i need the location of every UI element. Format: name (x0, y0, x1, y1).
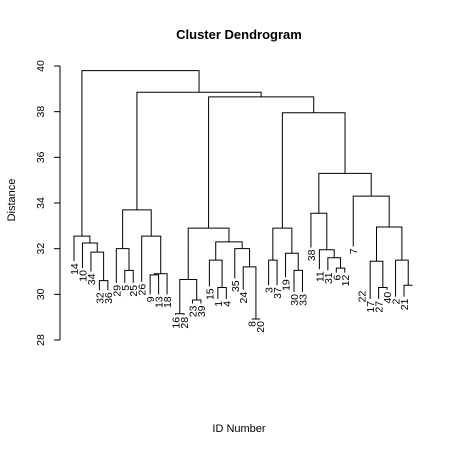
dendrogram-link (175, 313, 185, 315)
y-tick-label: 40 (35, 60, 47, 72)
dendrogram-link (234, 248, 251, 279)
dendrogram-link (153, 273, 168, 295)
leaf-label: 27 (374, 301, 386, 313)
dendrogram-link (81, 242, 98, 269)
leaf-label: 22 (357, 290, 369, 302)
dendrogram-link (369, 260, 384, 299)
dendrogram-link (208, 96, 315, 229)
dendrogram-link (352, 195, 390, 247)
y-tick-label: 38 (35, 106, 47, 118)
leaf-label: 8 (247, 321, 259, 327)
dendrogram-link (73, 235, 91, 262)
leaf-label: 31 (323, 272, 335, 284)
leaf-label: 40 (382, 292, 394, 304)
leaf-label: 38 (306, 249, 318, 261)
dendrogram-link (335, 267, 346, 273)
leaf-label: 35 (230, 280, 242, 292)
dendrogram-link (149, 274, 160, 295)
leaf-label: 25 (128, 285, 140, 297)
dendrogram-link (191, 299, 202, 304)
dendrogram-link (310, 212, 328, 250)
dendrogram-link (281, 112, 346, 229)
y-axis: 28 30 32 34 36 38 40 (35, 60, 61, 346)
leaf-label: 30 (289, 294, 301, 306)
chart-title: Cluster Dendrogram (176, 27, 302, 42)
leaf-label: 17 (365, 301, 377, 313)
leaf-label: 1 (213, 301, 225, 307)
leaf-labels: 1410343236295252691318162823391514352482… (69, 248, 411, 332)
dendrogram-link (187, 227, 230, 280)
dendrogram-link (122, 209, 152, 249)
dendrogram-link (90, 251, 105, 281)
leaf-label: 15 (204, 288, 216, 300)
leaf-label: 28 (179, 317, 191, 329)
leaf-label: 16 (171, 317, 183, 329)
leaf-label: 33 (297, 294, 309, 306)
leaf-label: 2 (391, 298, 403, 304)
y-axis-label: Distance (6, 179, 18, 222)
leaf-label: 3 (264, 287, 276, 293)
dendrogram-link (217, 286, 227, 299)
leaf-label: 19 (281, 279, 293, 291)
dendrogram-link (272, 227, 293, 261)
dendrogram-link (403, 284, 413, 297)
dendrogram-link (318, 172, 372, 214)
y-tick-label: 34 (35, 197, 47, 209)
dendrogram-link (179, 278, 198, 314)
dendrogram-link (115, 248, 130, 283)
leaf-label: 4 (221, 301, 233, 307)
dendrogram-link (268, 259, 278, 286)
y-tick-label: 30 (35, 288, 47, 300)
dendrogram-link (208, 259, 223, 288)
leaf-label: 39 (196, 305, 208, 317)
leaf-label: 29 (111, 285, 123, 297)
y-tick-label: 32 (35, 243, 47, 255)
leaf-label: 12 (340, 274, 352, 286)
dendrogram-link (81, 70, 200, 237)
leaf-label: 9 (145, 296, 157, 302)
dendrogram-link (98, 280, 109, 291)
leaf-label: 11 (314, 271, 326, 282)
y-tick-label: 28 (35, 334, 47, 346)
dendrogram-link (215, 241, 243, 261)
leaf-label: 20 (255, 321, 267, 333)
leaf-label: 5 (120, 285, 132, 291)
leaf-label: 26 (137, 284, 149, 296)
dendrogram-link (376, 226, 403, 262)
dendrogram-link (136, 91, 262, 210)
leaf-label: 34 (86, 273, 98, 285)
y-tick-label: 36 (35, 151, 47, 163)
dendrogram-link (318, 249, 335, 270)
leaf-label: 10 (77, 270, 89, 282)
dendrogram-link (395, 259, 409, 297)
leaf-label: 21 (399, 298, 411, 310)
dendrogram-link (293, 269, 303, 293)
leaf-label: 13 (154, 296, 166, 308)
leaf-label: 36 (103, 292, 115, 304)
dendrogram-branches (73, 70, 413, 320)
dendrogram-link (124, 269, 134, 283)
leaf-label: 6 (331, 274, 343, 280)
leaf-label: 23 (187, 305, 199, 317)
leaf-label: 14 (69, 263, 81, 275)
leaf-label: 32 (94, 292, 106, 304)
dendrogram-link (285, 252, 299, 278)
leaf-label: 24 (238, 292, 250, 304)
x-axis-label: ID Number (212, 423, 266, 435)
leaf-label: 18 (162, 296, 174, 308)
leaf-label: 37 (272, 287, 284, 299)
leaf-label: 7 (348, 248, 360, 254)
